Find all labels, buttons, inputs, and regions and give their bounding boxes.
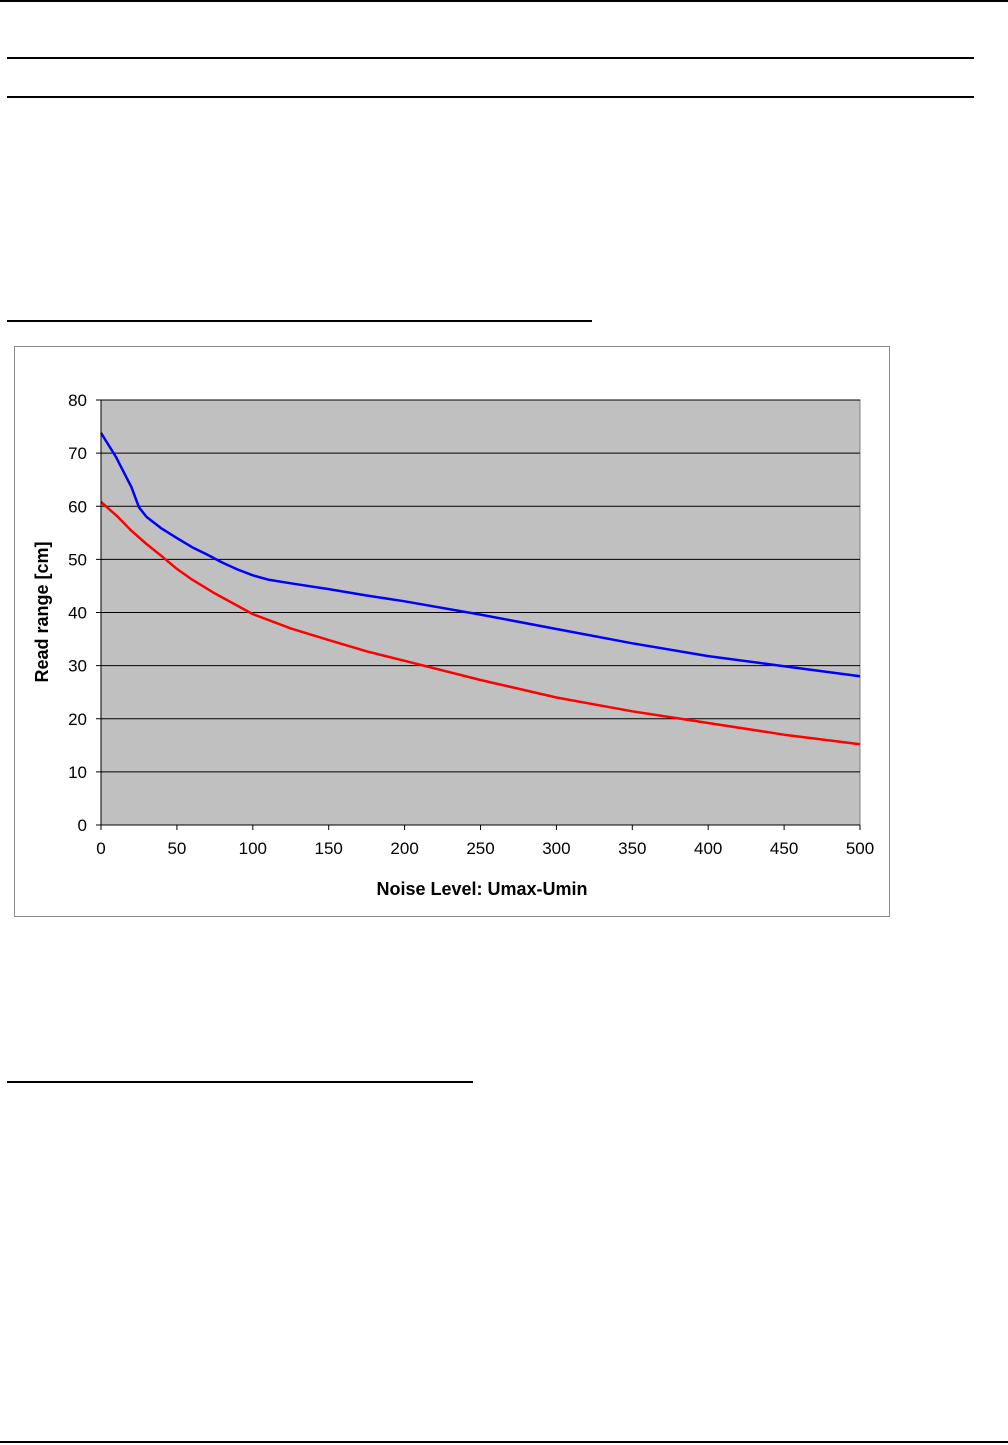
x-axis-label: Noise Level: Umax-Umin	[376, 879, 587, 899]
gridlines	[101, 399, 860, 773]
y-tick-label-40: 40	[68, 604, 87, 623]
y-axis-label: Read range [cm]	[32, 541, 52, 682]
x-tick-label-200: 200	[390, 839, 418, 858]
header-rule-lower	[7, 96, 974, 98]
x-tick-label-400: 400	[694, 839, 722, 858]
x-tick-label-150: 150	[315, 839, 343, 858]
y-tick-label-0: 0	[78, 816, 87, 835]
series-line-1	[99, 432, 861, 678]
y-tick-label-10: 10	[68, 763, 87, 782]
y-tick-label-20: 20	[68, 710, 87, 729]
y-tick-label-50: 50	[68, 550, 87, 569]
page-bottom-rule	[0, 1441, 1008, 1443]
axes	[96, 399, 861, 830]
x-tick-label-500: 500	[846, 839, 874, 858]
page-top-rule	[0, 0, 1008, 2]
y-tick-label-30: 30	[68, 657, 87, 676]
x-tick-label-50: 50	[167, 839, 186, 858]
read-range-chart: 0 10 20 30 40 50 60 70 80 0 50 100 150 200 250 300 350 40…	[32, 391, 874, 899]
y-tick-label-70: 70	[68, 444, 87, 463]
x-tick-label-350: 350	[618, 839, 646, 858]
chart-frame: 0 10 20 30 40 50 60 70 80 0 50 100 150 200 250 300 350 40…	[14, 346, 890, 917]
section-heading-underline-1	[7, 320, 592, 322]
x-tick-label-450: 450	[770, 839, 798, 858]
header-rule-upper	[7, 57, 974, 59]
x-tick-label-300: 300	[542, 839, 570, 858]
section-heading-underline-2	[7, 1081, 473, 1083]
x-tick-label-100: 100	[239, 839, 267, 858]
y-tick-label-80: 80	[68, 391, 87, 410]
series-line-2	[100, 501, 861, 746]
y-tick-label-60: 60	[68, 497, 87, 516]
x-tick-label-250: 250	[466, 839, 494, 858]
x-tick-label-0: 0	[96, 839, 105, 858]
tick-labels: 0 10 20 30 40 50 60 70 80 0 50 100 150 200 250 300 350 40…	[68, 391, 874, 858]
series-layer	[99, 432, 861, 746]
